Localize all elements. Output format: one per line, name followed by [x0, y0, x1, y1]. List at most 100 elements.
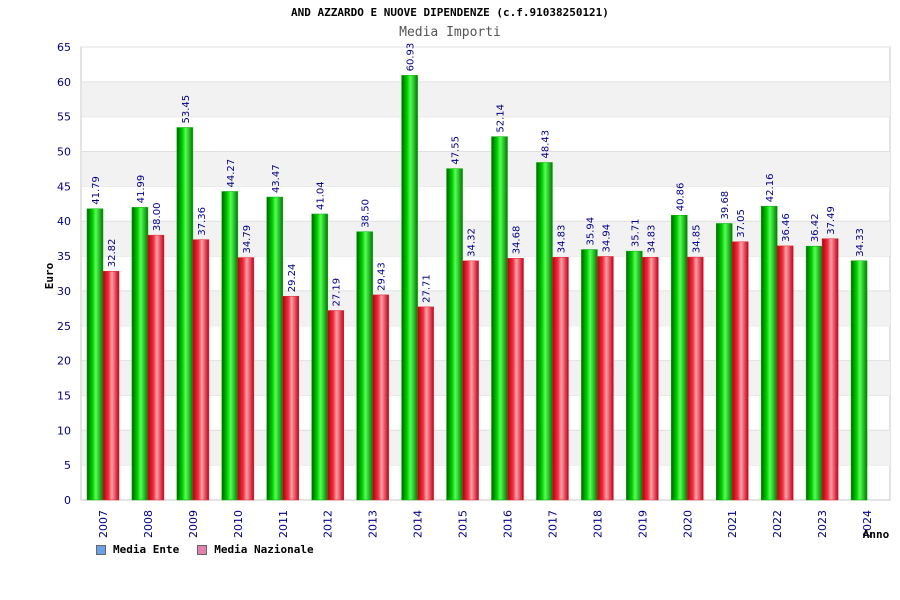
y-tick-label: 40 — [57, 215, 71, 228]
x-tick-label: 2011 — [277, 510, 290, 538]
value-label: 34.94 — [601, 224, 612, 253]
x-tick-label: 2007 — [97, 510, 110, 538]
bar-media-ente — [131, 207, 149, 501]
value-label: 34.83 — [556, 225, 567, 254]
bar-media-ente — [760, 205, 778, 501]
y-tick-label: 0 — [64, 494, 71, 507]
x-tick-label: 2022 — [771, 510, 784, 538]
bar-group — [86, 75, 868, 501]
value-label: 27.71 — [422, 274, 433, 303]
value-label: 41.79 — [91, 176, 102, 205]
value-label: 38.50 — [361, 199, 372, 228]
x-tick-label: 2017 — [546, 510, 559, 538]
bar-media-nazionale — [282, 295, 300, 501]
grid-band — [82, 290, 890, 326]
value-label: 44.27 — [226, 159, 237, 188]
bar-media-nazionale — [821, 238, 839, 501]
value-label: 48.43 — [540, 130, 551, 159]
y-tick-label: 65 — [57, 41, 71, 54]
legend-swatch-ente — [96, 544, 106, 555]
x-tick-labels: 2007 2008 2009 2010 2011 2012 2013 2014 2015 2016… — [97, 510, 874, 538]
bar-media-nazionale — [642, 257, 659, 501]
bar-media-nazionale — [552, 257, 569, 501]
y-tick-label: 35 — [57, 250, 71, 263]
legend-item-ente: Media Ente — [96, 543, 179, 556]
y-tick-label: 20 — [57, 355, 71, 368]
y-axis-label: Euro — [43, 262, 56, 289]
value-label: 38.00 — [152, 203, 163, 232]
legend-swatch-nazionale — [197, 544, 208, 555]
y-tick-label: 30 — [57, 285, 71, 298]
bar-media-nazionale — [147, 234, 165, 501]
value-label: 34.68 — [512, 226, 523, 255]
bar-media-nazionale — [372, 294, 389, 501]
value-labels: 41.79 32.82 41.99 38.00 53.45 37.36 44.27 34.79… — [91, 43, 866, 307]
bar-media-nazionale — [687, 256, 704, 501]
value-label: 39.68 — [720, 191, 731, 220]
bar-media-ente — [311, 213, 328, 501]
bar-media-ente — [491, 136, 508, 501]
value-label: 35.94 — [585, 217, 596, 246]
grid-band — [82, 81, 890, 117]
bar-media-ente — [176, 127, 194, 501]
x-tick-label: 2013 — [367, 510, 380, 538]
value-label: 29.43 — [377, 262, 388, 291]
bar-media-nazionale — [327, 310, 344, 501]
bar-media-ente — [356, 231, 373, 501]
y-tick-label: 45 — [57, 180, 71, 193]
value-label: 60.93 — [406, 43, 417, 72]
value-label: 27.19 — [332, 278, 343, 307]
value-label: 32.82 — [107, 239, 118, 268]
value-label: 34.79 — [242, 225, 253, 254]
y-tick-label: 25 — [57, 320, 71, 333]
bar-media-ente — [805, 245, 823, 501]
value-label: 42.16 — [765, 174, 776, 203]
chart-title: AND AZZARDO E NUOVE DIPENDENZE (c.f.9103… — [291, 6, 609, 19]
bar-media-nazionale — [731, 241, 749, 501]
x-tick-label: 2016 — [502, 510, 515, 538]
y-tick-label: 10 — [57, 424, 71, 437]
grid-band — [82, 221, 890, 257]
x-tick-label: 2018 — [591, 510, 604, 538]
bar-media-ente — [86, 208, 104, 501]
value-label: 37.05 — [736, 209, 747, 238]
grid-bands — [80, 46, 891, 501]
chart-subtitle: Media Importi — [399, 25, 501, 40]
legend-label-nazionale: Media Nazionale — [214, 543, 314, 556]
x-tick-label: 2023 — [816, 510, 829, 538]
value-label: 37.49 — [826, 206, 837, 235]
value-label: 34.33 — [855, 228, 866, 257]
bar-media-ente — [446, 168, 463, 501]
legend: Media Ente Media Nazionale — [96, 543, 314, 556]
grid-band — [82, 360, 890, 396]
bar-media-nazionale — [192, 239, 210, 501]
value-label: 41.04 — [316, 181, 327, 210]
bar-media-ente — [266, 196, 284, 501]
x-tick-label: 2019 — [636, 510, 649, 538]
bar-media-ente — [671, 214, 688, 501]
y-tick-labels: 0 5 10 15 20 25 30 35 40 45 50 55 60 65 — [57, 41, 71, 507]
x-tick-label: 2012 — [322, 510, 335, 538]
bar-media-ente — [581, 249, 598, 501]
y-tick-label: 5 — [64, 459, 71, 472]
bar-media-nazionale — [597, 256, 614, 501]
bar-media-nazionale — [776, 245, 794, 501]
value-label: 29.24 — [287, 264, 298, 293]
bar-media-ente — [401, 75, 418, 501]
x-tick-label: 2020 — [681, 510, 694, 538]
value-label: 36.42 — [810, 214, 821, 243]
x-axis-label: Anno — [863, 528, 890, 541]
y-tick-label: 55 — [57, 111, 71, 124]
x-tick-label: 2008 — [142, 510, 155, 538]
y-tick-label: 15 — [57, 389, 71, 402]
legend-label-ente: Media Ente — [113, 543, 180, 556]
value-label: 35.71 — [630, 218, 641, 247]
bar-media-ente — [715, 223, 733, 501]
value-label: 43.47 — [271, 164, 282, 193]
x-tick-label: 2024 — [861, 510, 874, 538]
value-label: 47.55 — [451, 136, 462, 165]
value-label: 34.85 — [691, 224, 702, 253]
bar-media-nazionale — [237, 257, 255, 501]
value-label: 34.32 — [467, 228, 478, 257]
